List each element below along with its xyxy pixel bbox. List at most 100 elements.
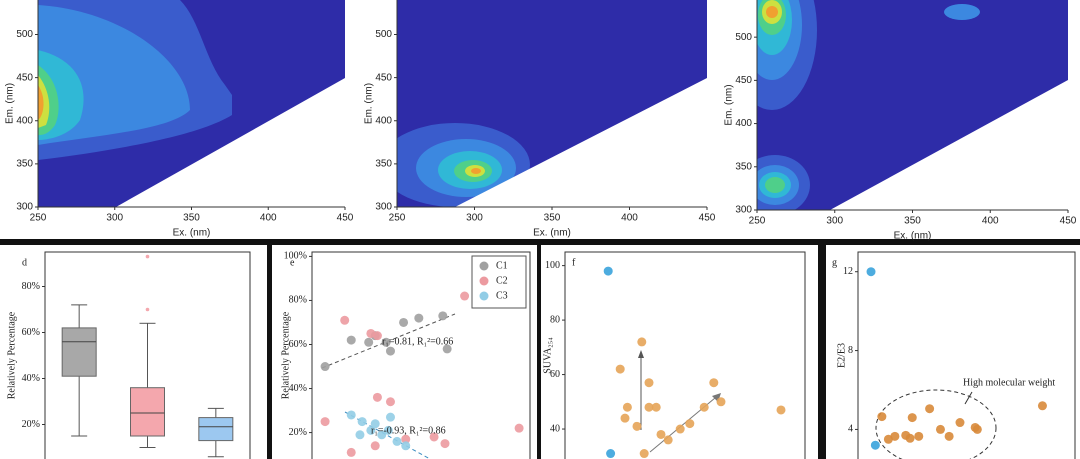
point [399, 317, 409, 327]
panel-label: e [290, 257, 295, 268]
y-tick-label: 450 [375, 72, 392, 83]
point [905, 433, 915, 443]
point [385, 346, 395, 356]
y-tick-label: 500 [375, 29, 392, 40]
point [401, 434, 411, 444]
y-tick-label: 300 [375, 202, 392, 213]
point [364, 337, 374, 347]
y-tick-label: 60% [289, 339, 307, 350]
y-tick-label: 450 [16, 72, 33, 83]
point [606, 449, 616, 459]
x-tick-label: 250 [749, 216, 766, 227]
x-tick-label: 400 [260, 213, 277, 224]
point [514, 423, 524, 433]
annotation: r₁=0.81, R₁²=0.66 [382, 336, 453, 347]
y-tick-label: 80% [22, 281, 40, 292]
y-tick-label: 100% [284, 251, 307, 262]
y-tick-label: 350 [16, 159, 33, 170]
point [1037, 401, 1047, 411]
box [61, 327, 97, 377]
point [935, 424, 945, 434]
point [907, 413, 917, 423]
x-tick-label: 450 [337, 213, 354, 224]
legend-marker [479, 291, 489, 301]
y-tick-label: 40% [289, 383, 307, 394]
point [366, 425, 376, 435]
point [663, 435, 673, 445]
point [383, 425, 393, 435]
point [440, 439, 450, 449]
annotation: High molecular weight [963, 377, 1055, 388]
point [622, 402, 632, 412]
point [603, 266, 613, 276]
point [385, 412, 395, 422]
plot-frame [857, 251, 1076, 459]
point [401, 441, 411, 451]
x-tick-label: 250 [30, 213, 47, 224]
x-tick-label: 350 [183, 213, 200, 224]
point [357, 417, 367, 427]
y-tick-label: 450 [735, 75, 752, 86]
point [955, 418, 965, 428]
point [639, 449, 649, 459]
point [340, 315, 350, 325]
annotation: r₁=-0.93, R₁²=0.86 [371, 425, 446, 436]
legend-label: C2 [496, 275, 508, 286]
contour-map [397, 0, 707, 207]
y-tick-label: 40% [22, 373, 40, 384]
point [320, 362, 330, 372]
panel-label: d [22, 257, 27, 268]
point [637, 337, 647, 347]
y-tick-label: 500 [16, 29, 33, 40]
y-tick-label: 80 [550, 314, 560, 325]
point [776, 405, 786, 415]
divider [267, 245, 272, 459]
point [972, 424, 982, 434]
y-tick-label: 20% [22, 419, 40, 430]
panel-label: g [832, 257, 837, 268]
point [460, 291, 470, 301]
legend-marker [479, 261, 489, 271]
y-tick-label: 350 [375, 159, 392, 170]
x-tick-label: 300 [826, 216, 843, 227]
point [890, 431, 900, 441]
legend-marker [479, 276, 489, 286]
point [699, 402, 709, 412]
contour-map [757, 0, 1068, 210]
point [370, 441, 380, 451]
point [925, 404, 935, 414]
point [381, 337, 391, 347]
point [866, 267, 876, 277]
y-axis-label: Em. (nm) [364, 83, 375, 124]
y-axis-label: Relatively Percentage [280, 311, 291, 399]
x-tick-label: 250 [389, 213, 406, 224]
point [944, 431, 954, 441]
y-tick-label: 60% [22, 327, 40, 338]
x-tick-label: 450 [699, 213, 716, 224]
point [620, 413, 630, 423]
point [675, 424, 685, 434]
flier [145, 254, 150, 259]
point [442, 344, 452, 354]
legend-label: C3 [496, 290, 508, 301]
contour-map [38, 0, 345, 207]
point [377, 430, 387, 440]
point [320, 417, 330, 427]
x-tick-label: 350 [904, 216, 921, 227]
point [372, 331, 382, 341]
y-tick-label: 300 [16, 202, 33, 213]
point [355, 430, 365, 440]
point [632, 421, 642, 431]
point [346, 447, 356, 457]
x-tick-label: 350 [544, 213, 561, 224]
pointer [964, 391, 973, 405]
point [651, 402, 661, 412]
point [346, 410, 356, 420]
point [414, 313, 424, 323]
point [685, 419, 695, 429]
point [370, 419, 380, 429]
point [429, 432, 439, 442]
y-tick-label: 80% [289, 295, 307, 306]
x-tick-label: 450 [1060, 216, 1077, 227]
